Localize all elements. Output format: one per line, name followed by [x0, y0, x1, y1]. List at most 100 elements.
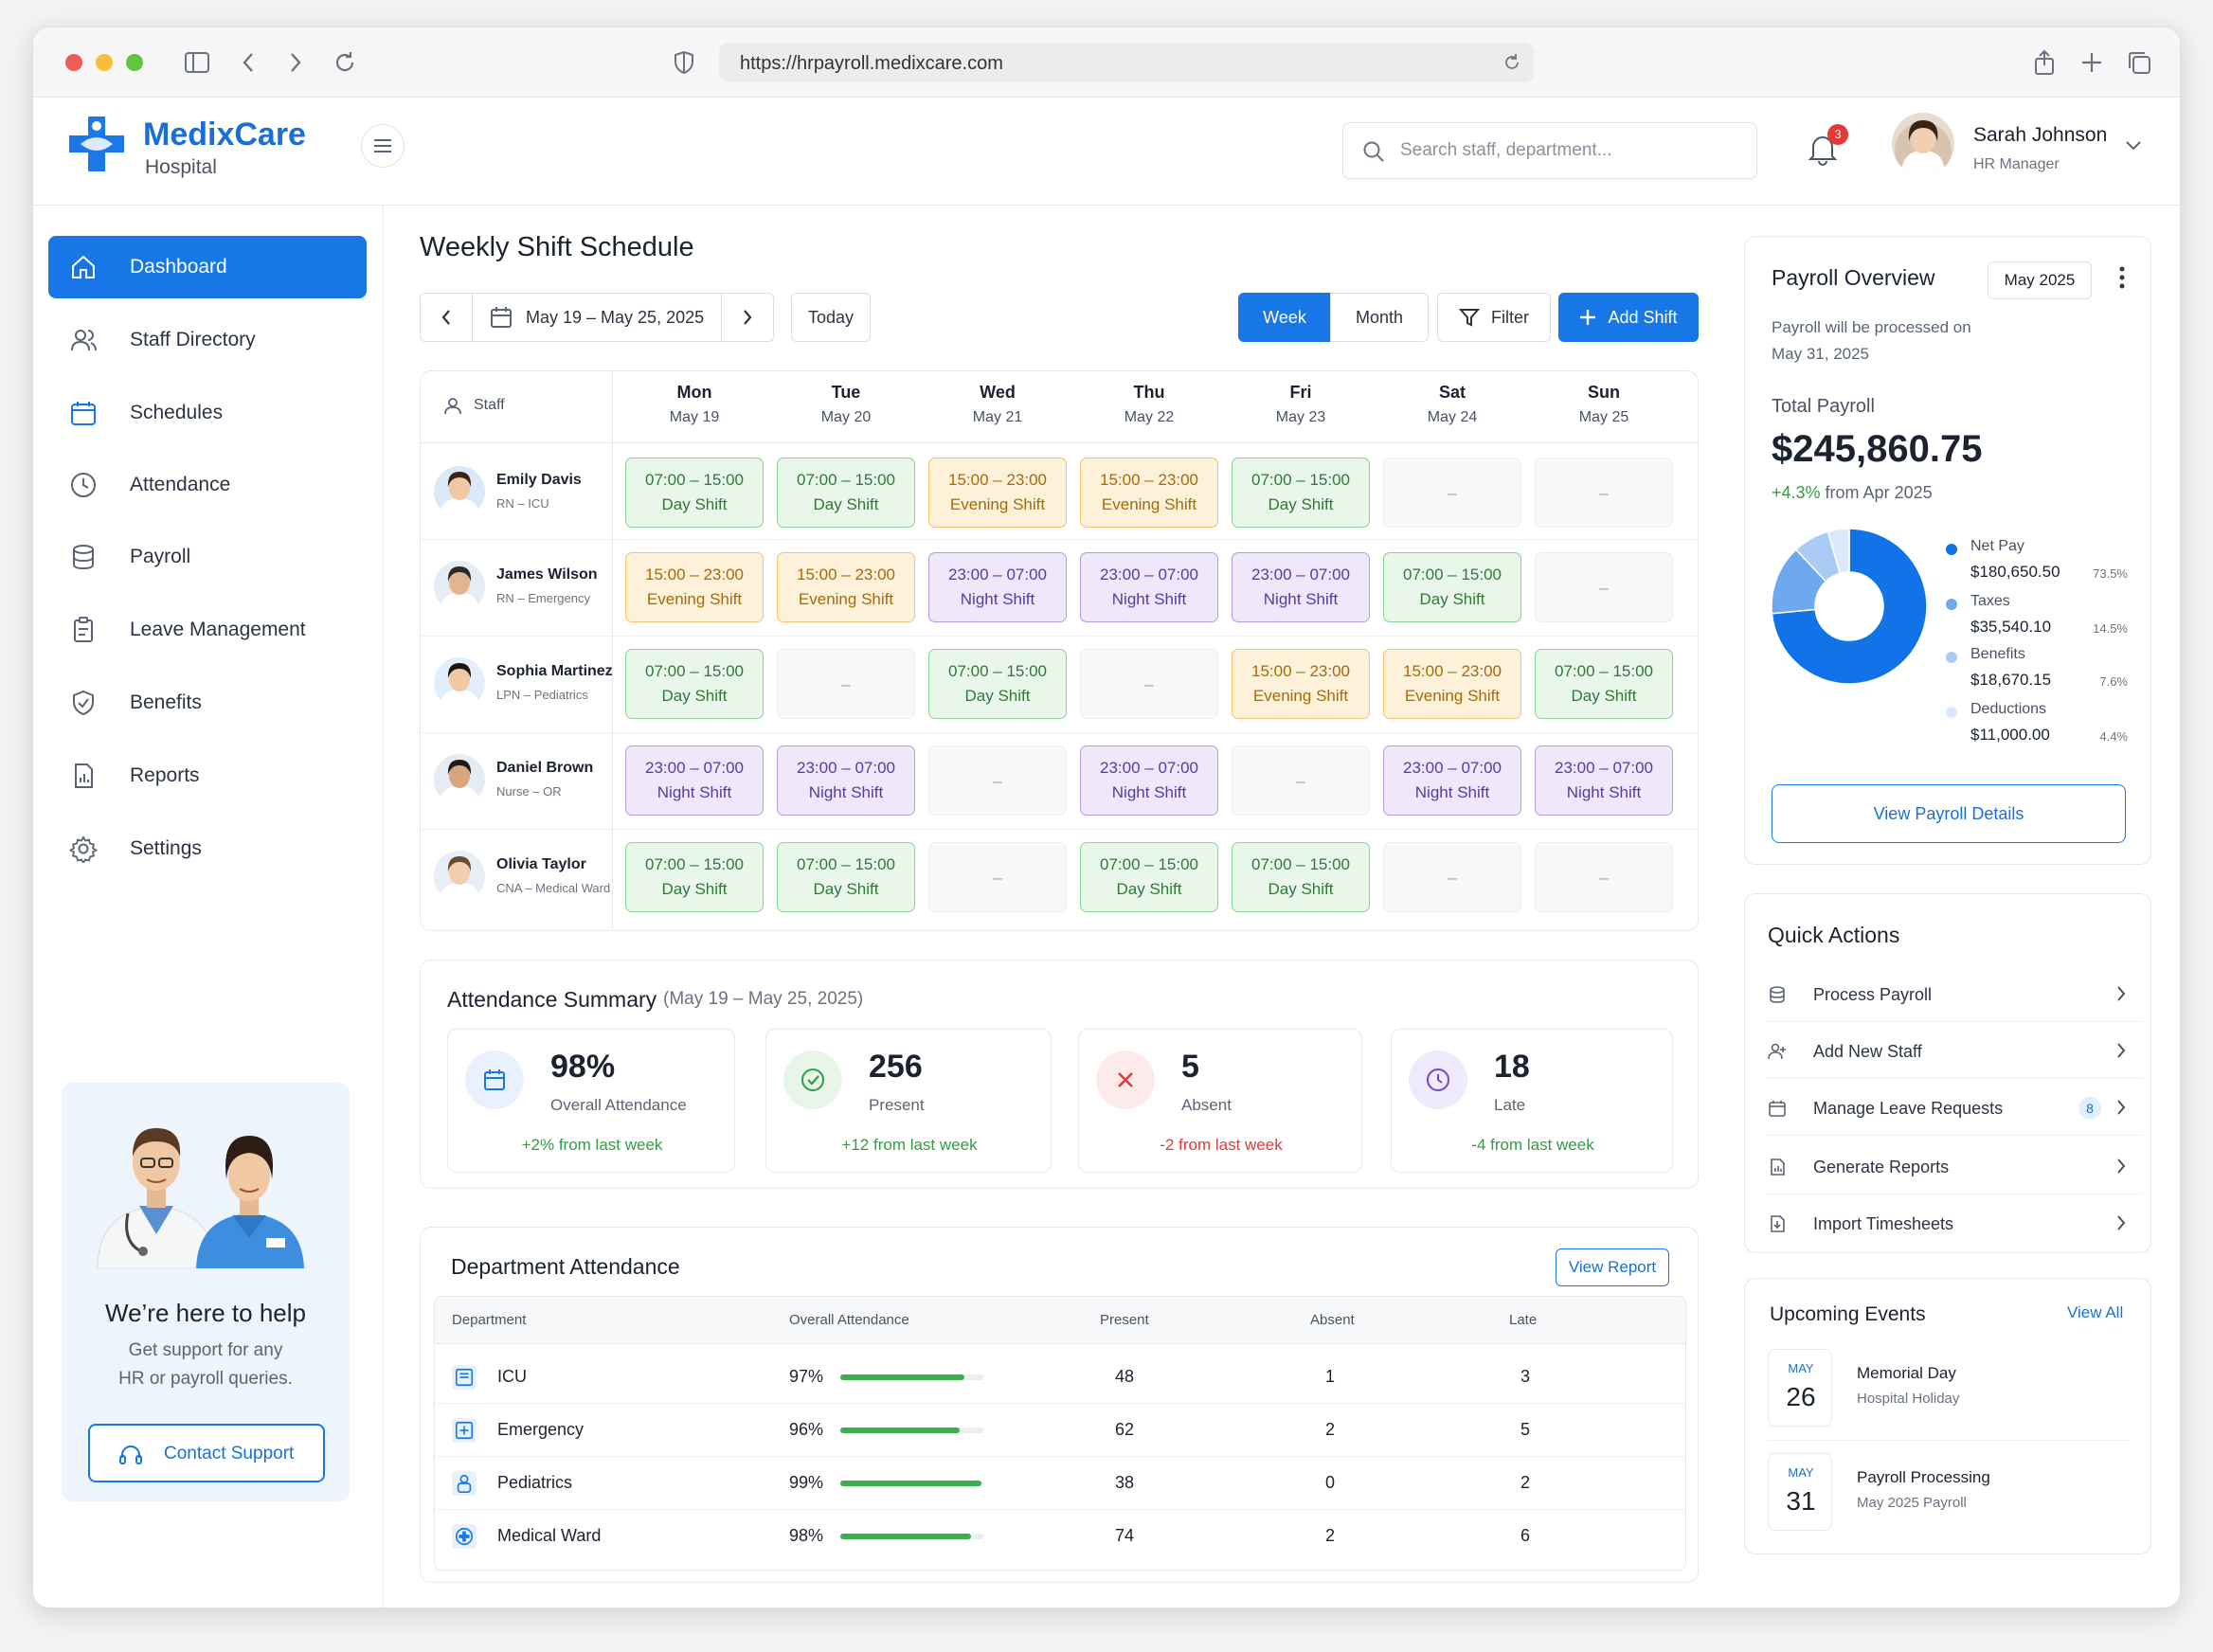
- more-options-icon[interactable]: [2118, 265, 2126, 295]
- forward-icon[interactable]: [281, 48, 310, 77]
- shift-label: Night Shift: [1414, 783, 1490, 801]
- view-all-link[interactable]: View All: [2067, 1303, 2124, 1321]
- back-icon[interactable]: [234, 48, 262, 77]
- shift-cell[interactable]: 23:00 – 07:00 Night Shift: [1383, 745, 1521, 816]
- shift-cell[interactable]: –: [928, 842, 1067, 912]
- shift-cell[interactable]: 15:00 – 23:00 Evening Shift: [1383, 649, 1521, 719]
- shift-time: 23:00 – 07:00: [645, 759, 744, 777]
- shift-cell[interactable]: –: [1535, 842, 1673, 912]
- contact-support-button[interactable]: Contact Support: [88, 1424, 325, 1482]
- shift-cell[interactable]: –: [1383, 458, 1521, 528]
- shift-cell[interactable]: –: [1232, 745, 1370, 816]
- sidebar-item-payroll[interactable]: Payroll: [48, 526, 367, 588]
- close-window-button[interactable]: [65, 54, 82, 71]
- reload-icon[interactable]: [331, 48, 359, 77]
- col-department: Department: [452, 1312, 527, 1328]
- page-reload-icon[interactable]: [1502, 52, 1522, 78]
- view-payroll-details-button[interactable]: View Payroll Details: [1772, 784, 2126, 843]
- day-header-name: Fri: [1289, 383, 1312, 402]
- legend-amount: $11,000.00: [1970, 726, 2050, 744]
- shift-cell[interactable]: 07:00 – 15:00 Day Shift: [625, 842, 764, 912]
- quick-action-item[interactable]: Generate Reports: [1754, 1140, 2143, 1194]
- shift-cell[interactable]: 07:00 – 15:00 Day Shift: [1232, 842, 1370, 912]
- shift-cell[interactable]: 07:00 – 15:00 Day Shift: [1535, 649, 1673, 719]
- shift-cell[interactable]: 07:00 – 15:00 Day Shift: [777, 458, 915, 528]
- shift-cell[interactable]: 07:00 – 15:00 Day Shift: [1383, 552, 1521, 622]
- attendance-percent: 96%: [789, 1420, 824, 1439]
- bell-icon: [1808, 136, 1838, 166]
- sidebar-item-reports[interactable]: Reports: [48, 745, 367, 807]
- sidebar-item-leave-management[interactable]: Leave Management: [48, 599, 367, 661]
- shift-cell[interactable]: 07:00 – 15:00 Day Shift: [1080, 842, 1218, 912]
- payroll-month-select[interactable]: May 2025: [1988, 261, 2092, 299]
- shift-time: –: [841, 675, 851, 693]
- shift-cell[interactable]: 23:00 – 07:00 Night Shift: [1080, 552, 1218, 622]
- chevron-down-icon[interactable]: [2125, 139, 2142, 156]
- attendance-bar: [840, 1428, 984, 1433]
- quick-action-item[interactable]: Import Timesheets: [1754, 1197, 2141, 1250]
- shift-cell[interactable]: 23:00 – 07:00 Night Shift: [1535, 745, 1673, 816]
- shift-cell[interactable]: 23:00 – 07:00 Night Shift: [777, 745, 915, 816]
- view-report-button[interactable]: View Report: [1556, 1248, 1669, 1286]
- event-day: 31: [1786, 1486, 1816, 1516]
- shift-cell[interactable]: 23:00 – 07:00 Night Shift: [1232, 552, 1370, 622]
- new-tab-icon[interactable]: [2078, 48, 2106, 77]
- shift-cell[interactable]: 23:00 – 07:00 Night Shift: [928, 552, 1067, 622]
- minimize-window-button[interactable]: [96, 54, 113, 71]
- sidebar-item-attendance[interactable]: Attendance: [48, 454, 367, 516]
- today-button[interactable]: Today: [791, 293, 871, 342]
- shift-cell[interactable]: –: [777, 649, 915, 719]
- notifications-button[interactable]: 3: [1807, 124, 1848, 170]
- quick-action-item[interactable]: Manage Leave Requests 8: [1754, 1082, 2143, 1136]
- sidebar-item-benefits[interactable]: Benefits: [48, 672, 367, 734]
- privacy-shield-icon[interactable]: [670, 48, 698, 77]
- sidebar-toggle-icon[interactable]: [183, 48, 211, 77]
- shift-label: Day Shift: [661, 880, 728, 898]
- shift-cell[interactable]: –: [1535, 552, 1673, 622]
- shift-cell[interactable]: 15:00 – 23:00 Evening Shift: [625, 552, 764, 622]
- quick-action-item[interactable]: Process Payroll: [1754, 968, 2143, 1022]
- shift-cell[interactable]: –: [1535, 458, 1673, 528]
- row-divider: [1768, 1440, 2130, 1441]
- tabs-overview-icon[interactable]: [2125, 48, 2153, 77]
- next-week-button[interactable]: [721, 293, 774, 342]
- search-input[interactable]: Search staff, department...: [1342, 122, 1757, 179]
- filter-button[interactable]: Filter: [1437, 293, 1551, 342]
- shift-label: Night Shift: [1263, 590, 1339, 608]
- month-view-button[interactable]: Month: [1330, 293, 1429, 342]
- shift-cell[interactable]: –: [928, 745, 1067, 816]
- prev-week-button[interactable]: [420, 293, 473, 342]
- menu-toggle-button[interactable]: [361, 124, 405, 168]
- shift-cell[interactable]: 07:00 – 15:00 Day Shift: [625, 458, 764, 528]
- shift-cell[interactable]: 15:00 – 23:00 Evening Shift: [1080, 458, 1218, 528]
- shift-cell[interactable]: 07:00 – 15:00 Day Shift: [928, 649, 1067, 719]
- sidebar-item-schedules[interactable]: Schedules: [48, 382, 367, 444]
- sidebar-item-settings[interactable]: Settings: [48, 817, 367, 880]
- event-item[interactable]: MAY 31 Payroll Processing May 2025 Payroll: [1768, 1453, 2130, 1535]
- shift-cell[interactable]: 07:00 – 15:00 Day Shift: [625, 649, 764, 719]
- week-view-button[interactable]: Week: [1238, 293, 1331, 342]
- row-divider: [435, 1509, 1685, 1510]
- event-item[interactable]: MAY 26 Memorial Day Hospital Holiday: [1768, 1349, 2130, 1430]
- shift-cell[interactable]: 07:00 – 15:00 Day Shift: [777, 842, 915, 912]
- share-icon[interactable]: [2030, 48, 2059, 77]
- shift-cell[interactable]: 15:00 – 23:00 Evening Shift: [777, 552, 915, 622]
- shift-time: –: [1599, 484, 1609, 502]
- avatar[interactable]: [1892, 113, 1954, 175]
- shift-cell[interactable]: –: [1383, 842, 1521, 912]
- shift-cell[interactable]: 07:00 – 15:00 Day Shift: [1232, 458, 1370, 528]
- shift-cell[interactable]: 15:00 – 23:00 Evening Shift: [1232, 649, 1370, 719]
- shift-cell[interactable]: 15:00 – 23:00 Evening Shift: [928, 458, 1067, 528]
- date-range-picker[interactable]: May 19 – May 25, 2025: [472, 293, 722, 342]
- add-shift-button[interactable]: Add Shift: [1558, 293, 1699, 342]
- address-bar[interactable]: https://hrpayroll.medixcare.com: [719, 43, 1534, 82]
- shift-cell[interactable]: 23:00 – 07:00 Night Shift: [1080, 745, 1218, 816]
- quick-action-item[interactable]: Add New Staff: [1754, 1025, 2143, 1079]
- maximize-window-button[interactable]: [126, 54, 143, 71]
- shift-time: –: [993, 869, 1002, 887]
- sidebar-item-staff-directory[interactable]: Staff Directory: [48, 309, 367, 371]
- absent-count: 2: [1325, 1420, 1336, 1439]
- shift-cell[interactable]: –: [1080, 649, 1218, 719]
- shift-cell[interactable]: 23:00 – 07:00 Night Shift: [625, 745, 764, 816]
- sidebar-item-dashboard[interactable]: Dashboard: [48, 236, 367, 298]
